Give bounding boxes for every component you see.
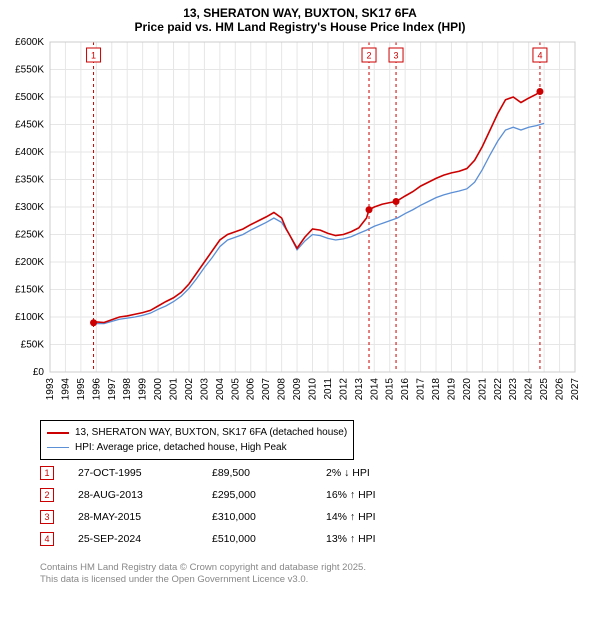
chart-container: 13, SHERATON WAY, BUXTON, SK17 6FA Price… — [0, 0, 600, 620]
svg-text:£400K: £400K — [15, 147, 44, 158]
svg-text:1993: 1993 — [45, 378, 56, 401]
svg-text:£450K: £450K — [15, 120, 44, 131]
svg-text:1997: 1997 — [107, 378, 118, 401]
sale-hpi-delta: 2% ↓ HPI — [326, 467, 370, 479]
svg-text:2005: 2005 — [230, 378, 241, 401]
sales-table-row: 2 28-AUG-2013 £295,000 16% ↑ HPI — [40, 484, 376, 506]
legend-swatch — [47, 447, 69, 448]
footer-line2: This data is licensed under the Open Gov… — [40, 574, 366, 586]
svg-text:2006: 2006 — [246, 378, 257, 401]
svg-text:1: 1 — [91, 51, 96, 61]
sale-marker-badge: 3 — [40, 510, 54, 524]
sale-marker-badge: 2 — [40, 488, 54, 502]
chart-title-line2: Price paid vs. HM Land Registry's House … — [0, 20, 600, 34]
legend-item: HPI: Average price, detached house, High… — [47, 440, 347, 455]
svg-text:2004: 2004 — [215, 378, 226, 401]
svg-text:2026: 2026 — [555, 378, 566, 401]
svg-text:3: 3 — [394, 51, 399, 61]
svg-text:£250K: £250K — [15, 230, 44, 241]
sale-marker-badge: 4 — [40, 532, 54, 546]
sales-table-row: 1 27-OCT-1995 £89,500 2% ↓ HPI — [40, 462, 376, 484]
chart-legend: 13, SHERATON WAY, BUXTON, SK17 6FA (deta… — [40, 420, 354, 460]
svg-text:2007: 2007 — [261, 378, 272, 401]
sales-table-row: 4 25-SEP-2024 £510,000 13% ↑ HPI — [40, 528, 376, 550]
sale-price: £89,500 — [212, 467, 302, 479]
svg-text:£150K: £150K — [15, 285, 44, 296]
sale-date: 25-SEP-2024 — [78, 533, 188, 545]
sale-price: £510,000 — [212, 533, 302, 545]
svg-text:2021: 2021 — [477, 378, 488, 401]
svg-text:£550K: £550K — [15, 65, 44, 76]
sales-table-row: 3 28-MAY-2015 £310,000 14% ↑ HPI — [40, 506, 376, 528]
footer-line1: Contains HM Land Registry data © Crown c… — [40, 562, 366, 574]
svg-text:2008: 2008 — [277, 378, 288, 401]
svg-text:1999: 1999 — [138, 378, 149, 401]
svg-text:£0: £0 — [33, 367, 45, 378]
sale-date: 28-MAY-2015 — [78, 511, 188, 523]
sale-marker-badge: 1 — [40, 466, 54, 480]
sale-hpi-delta: 16% ↑ HPI — [326, 489, 376, 501]
svg-text:2010: 2010 — [308, 378, 319, 401]
svg-text:2022: 2022 — [493, 378, 504, 401]
svg-text:2012: 2012 — [338, 378, 349, 401]
svg-text:2011: 2011 — [323, 378, 334, 400]
svg-text:2003: 2003 — [199, 378, 210, 401]
svg-text:2018: 2018 — [431, 378, 442, 401]
svg-text:2025: 2025 — [539, 378, 550, 401]
svg-text:£500K: £500K — [15, 92, 44, 103]
svg-text:2016: 2016 — [400, 378, 411, 401]
svg-text:2000: 2000 — [153, 378, 164, 401]
attribution-footer: Contains HM Land Registry data © Crown c… — [40, 562, 366, 587]
legend-item: 13, SHERATON WAY, BUXTON, SK17 6FA (deta… — [47, 425, 347, 440]
svg-text:2017: 2017 — [416, 378, 427, 401]
svg-text:£600K: £600K — [15, 37, 44, 48]
svg-text:2002: 2002 — [184, 378, 195, 401]
svg-text:£100K: £100K — [15, 312, 44, 323]
svg-text:2001: 2001 — [169, 378, 180, 401]
svg-text:2023: 2023 — [508, 378, 519, 401]
svg-text:2: 2 — [367, 51, 372, 61]
svg-text:£200K: £200K — [15, 257, 44, 268]
sale-date: 27-OCT-1995 — [78, 467, 188, 479]
svg-text:£350K: £350K — [15, 175, 44, 186]
svg-text:£300K: £300K — [15, 202, 44, 213]
svg-text:4: 4 — [537, 51, 542, 61]
legend-label: HPI: Average price, detached house, High… — [75, 440, 287, 455]
svg-text:2009: 2009 — [292, 378, 303, 401]
sales-table: 1 27-OCT-1995 £89,500 2% ↓ HPI 2 28-AUG-2013 £… — [40, 462, 376, 550]
svg-text:£50K: £50K — [21, 340, 45, 351]
svg-text:1996: 1996 — [91, 378, 102, 401]
sale-price: £310,000 — [212, 511, 302, 523]
svg-text:2013: 2013 — [354, 378, 365, 401]
svg-text:1998: 1998 — [122, 378, 133, 401]
sale-date: 28-AUG-2013 — [78, 489, 188, 501]
svg-text:2014: 2014 — [369, 378, 380, 401]
chart-title-line1: 13, SHERATON WAY, BUXTON, SK17 6FA — [0, 6, 600, 20]
svg-text:2015: 2015 — [385, 378, 396, 401]
svg-text:1994: 1994 — [60, 378, 71, 401]
sale-hpi-delta: 13% ↑ HPI — [326, 533, 376, 545]
svg-text:2024: 2024 — [524, 378, 535, 401]
price-chart: £0 £50K £100K £150K £200K £250K £300K £350K £400… — [0, 36, 600, 416]
svg-text:2020: 2020 — [462, 378, 473, 401]
svg-text:2019: 2019 — [446, 378, 457, 401]
svg-text:1995: 1995 — [76, 378, 87, 401]
legend-label: 13, SHERATON WAY, BUXTON, SK17 6FA (deta… — [75, 425, 347, 440]
svg-text:2027: 2027 — [570, 378, 581, 401]
sale-price: £295,000 — [212, 489, 302, 501]
legend-swatch — [47, 432, 69, 434]
sale-hpi-delta: 14% ↑ HPI — [326, 511, 376, 523]
